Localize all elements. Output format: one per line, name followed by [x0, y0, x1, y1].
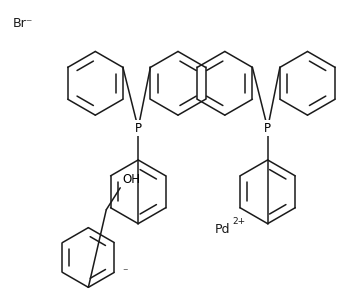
Text: Br⁻: Br⁻ [13, 17, 33, 30]
Text: ⁻: ⁻ [122, 267, 128, 277]
Text: 2+: 2+ [233, 217, 246, 226]
Text: P: P [264, 122, 271, 135]
Text: Pd: Pd [215, 223, 230, 236]
Text: P: P [135, 122, 142, 135]
Text: OH: OH [122, 173, 140, 186]
